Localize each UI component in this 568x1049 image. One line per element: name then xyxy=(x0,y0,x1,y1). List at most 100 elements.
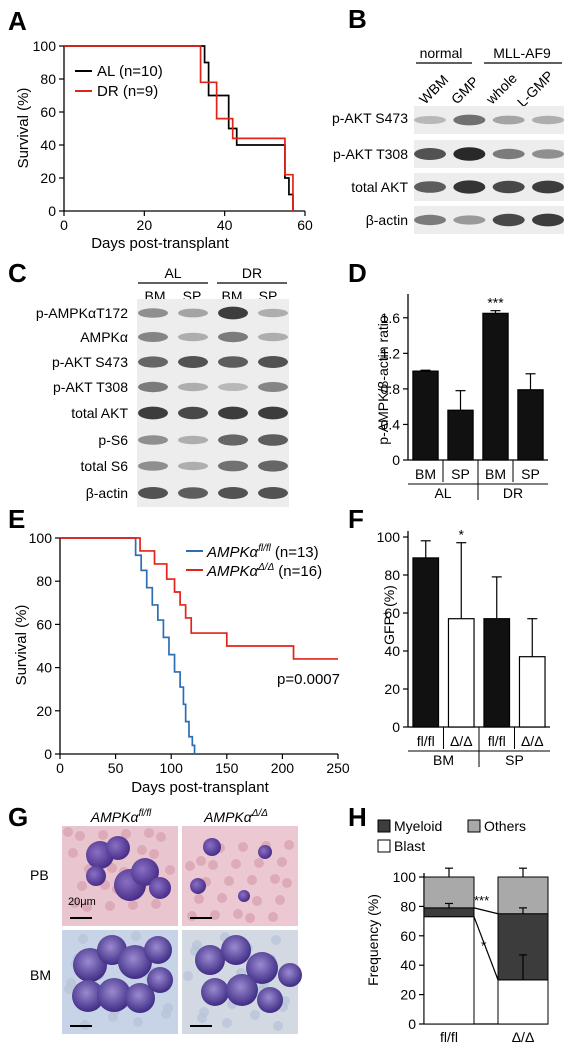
scale-bar-label: 20μm xyxy=(68,896,96,908)
panel-b-band xyxy=(414,148,446,160)
panel-e-ylabel: Survival (%) xyxy=(13,605,30,686)
panel-a-ytick-label: 60 xyxy=(40,104,56,120)
panel-e-xtick-label: 250 xyxy=(326,760,350,776)
panel-e-ytick-label: 40 xyxy=(36,660,52,676)
rbc-dot xyxy=(270,874,280,884)
panel-b-band xyxy=(532,115,564,125)
panel-c-band xyxy=(138,435,168,445)
panel-b-band xyxy=(453,215,486,225)
rbc-dot xyxy=(275,895,285,905)
rbc-dot xyxy=(196,856,206,866)
panel-f-category-label: fl/fl xyxy=(488,733,506,749)
panel-h-significance: *** xyxy=(474,893,489,908)
panel-h-ytick-label: 80 xyxy=(400,898,416,914)
panel-c-band xyxy=(178,308,208,318)
rbc-dot xyxy=(77,881,87,891)
panel-f-group-label: SP xyxy=(505,752,524,768)
panel-a-legend: AL (n=10) DR (n=9) xyxy=(75,63,163,100)
panel-d-ylabel: p-AMPK/β-actin ratio xyxy=(375,315,391,445)
panel-a-xtick-label: 60 xyxy=(297,217,313,233)
panel-h-segment-blast xyxy=(497,979,549,1025)
panel-letter-h: H xyxy=(348,802,367,832)
rbc-dot xyxy=(197,1013,207,1023)
panel-c-band xyxy=(178,382,208,392)
panel-f-ytick-label: 0 xyxy=(392,719,400,735)
panel-c-band xyxy=(178,435,208,445)
rbc-dot xyxy=(252,896,262,906)
panel-e-xlabel: Days post-transplant xyxy=(131,779,269,796)
micrograph-bm-dd xyxy=(182,930,302,1034)
blast-cell xyxy=(125,983,155,1013)
panel-d-bar xyxy=(482,312,509,461)
blot-b-row-bactin: β-actin xyxy=(366,212,408,228)
panel-c-band xyxy=(138,461,168,471)
panel-e-xtick-label: 150 xyxy=(215,760,239,776)
rbc-dot xyxy=(273,1021,283,1031)
panel-b-band xyxy=(414,214,446,226)
panel-c-band xyxy=(258,356,288,368)
blast-cell xyxy=(106,836,130,860)
panel-h-category-label: fl/fl xyxy=(440,1029,458,1045)
rbc-dot xyxy=(75,831,85,841)
panel-d-significance: *** xyxy=(487,295,504,311)
panel-c-band xyxy=(218,331,248,343)
panel-f-ytick-label: 80 xyxy=(384,567,400,583)
rbc-dot xyxy=(68,848,78,858)
panel-letter-a: A xyxy=(8,6,27,36)
panel-e-ytick-label: 0 xyxy=(44,746,52,762)
rbc-dot xyxy=(64,984,74,994)
blast-cell xyxy=(131,858,159,886)
blot-b-lane-lgmp: L-GMP xyxy=(514,67,557,110)
blot-b-row-pakt308: p-AKT T308 xyxy=(333,146,408,162)
rbc-dot xyxy=(156,832,166,842)
panel-b-band xyxy=(492,148,525,160)
micrograph-pb-flfl xyxy=(62,826,178,926)
panel-h-legend-label: Myeloid xyxy=(394,818,442,834)
panel-c-band xyxy=(138,406,168,420)
panel-c-band xyxy=(178,332,208,342)
panel-b-band xyxy=(414,181,446,193)
legend-label-al: AL (n=10) xyxy=(97,63,163,80)
panel-h-connector xyxy=(473,916,499,981)
panel-d-ytick-label: 0.4 xyxy=(381,416,401,432)
panel-f-ylabel: GFP+ (%) xyxy=(381,585,397,645)
panel-d-category-label: BM xyxy=(415,466,436,482)
blast-cell xyxy=(86,866,106,886)
blast-cell xyxy=(149,877,171,899)
panel-h-legend-label: Others xyxy=(484,818,526,834)
panel-h-stacked-bar-chart: Frequency (%) Myeloid Others Blast 0 20 40 60… xyxy=(365,818,549,1045)
blot-c-group-al: AL xyxy=(164,265,181,281)
blot-b-group-normal: normal xyxy=(420,45,463,61)
blot-b-row-totalakt: total AKT xyxy=(351,179,408,195)
micrograph-col-label-dd: AMPKαΔ/Δ xyxy=(203,808,268,825)
rbc-dot xyxy=(247,875,257,885)
panel-b-band xyxy=(492,213,525,227)
panel-d-bar xyxy=(447,409,474,461)
panel-f-significance: * xyxy=(459,527,465,543)
panel-h-connector xyxy=(473,907,499,915)
panel-a-series-line-0 xyxy=(64,45,294,211)
rbc-dot xyxy=(107,863,117,873)
blot-c-group-dr: DR xyxy=(242,265,262,281)
panel-c-band xyxy=(138,356,168,368)
panel-h-significance: * xyxy=(481,938,487,954)
panel-f-bar xyxy=(518,656,546,728)
panel-d-bar-chart: p-AMPK/β-actin ratio 0 0.4 0.8 1.2 1.6 BM SP **… xyxy=(375,294,548,501)
panel-c-western-blot: AL DR BM SP BM SP p-AMPKαT172AMPKαp-AKT … xyxy=(36,265,289,507)
panel-e-xtick-label: 200 xyxy=(271,760,295,776)
micrograph-row-label-pb: PB xyxy=(30,867,49,883)
blot-c-row-label: p-AKT S473 xyxy=(52,354,128,370)
panel-c-band xyxy=(258,332,288,342)
rbc-dot xyxy=(144,828,154,838)
rbc-dot xyxy=(277,857,287,867)
blast-cell xyxy=(258,845,272,859)
rbc-dot xyxy=(105,901,115,911)
panel-f-bar xyxy=(447,618,475,728)
blot-c-row-label: p-AKT T308 xyxy=(53,379,128,395)
panel-a-ytick-label: 0 xyxy=(48,203,56,219)
panel-a-series-line-1 xyxy=(64,45,294,211)
panel-a-survival-chart: Survival (%) Days post-transplant 0 20 40 6… xyxy=(15,38,313,252)
blast-cell xyxy=(201,978,229,1006)
rbc-dot xyxy=(70,898,80,908)
